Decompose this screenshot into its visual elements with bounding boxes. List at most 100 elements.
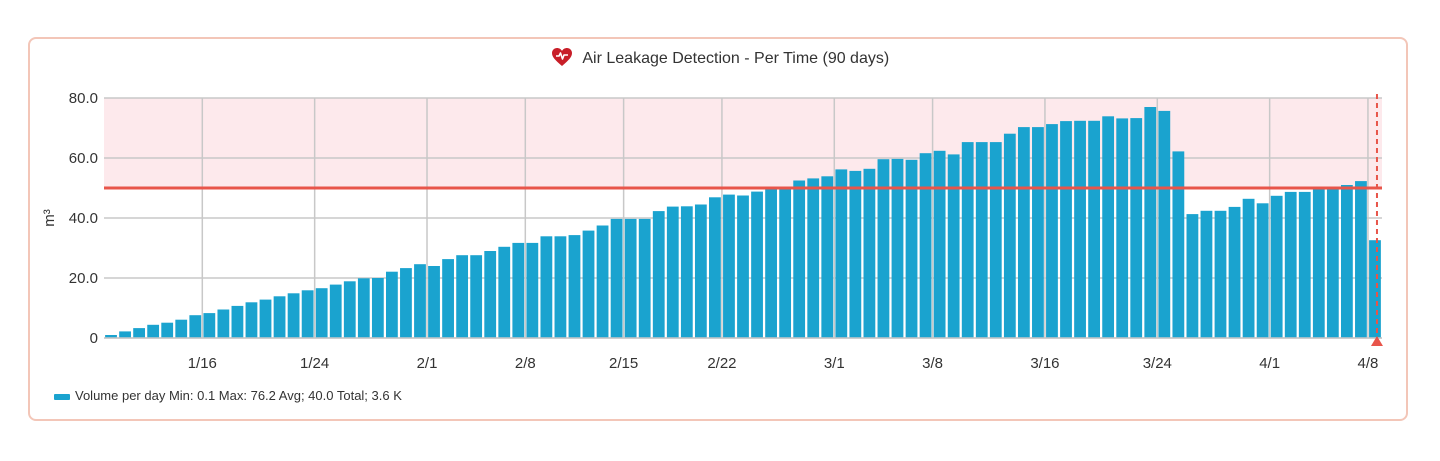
x-tick-label: 2/15	[609, 355, 638, 372]
y-tick-label: 60.0	[69, 150, 98, 167]
bar	[217, 309, 230, 338]
bar	[891, 158, 904, 338]
y-tick-label: 20.0	[69, 270, 98, 287]
bar	[470, 255, 483, 338]
x-tick-label: 3/24	[1143, 355, 1172, 372]
x-tick-label: 2/8	[515, 355, 536, 372]
bar	[1242, 198, 1255, 338]
bar	[919, 153, 932, 338]
bar	[1256, 203, 1269, 338]
bar	[694, 204, 707, 338]
y-tick-label: 80.0	[69, 90, 98, 107]
now-marker-triangle	[1370, 336, 1383, 346]
bar	[301, 290, 314, 338]
bar	[821, 176, 834, 338]
bar	[1355, 181, 1367, 338]
bar	[1116, 118, 1129, 339]
bar	[1102, 116, 1115, 338]
y-axis-label: m³	[41, 209, 58, 227]
bar	[1340, 185, 1353, 338]
bar	[737, 195, 749, 338]
x-tick-label: 1/16	[188, 355, 217, 372]
bar	[119, 331, 131, 338]
bar	[779, 186, 792, 338]
bar	[568, 235, 581, 338]
x-tick-label: 4/8	[1358, 355, 1379, 372]
legend-swatch	[54, 393, 70, 400]
x-tick-label: 3/8	[922, 355, 943, 372]
bar	[709, 197, 721, 338]
bar	[512, 242, 525, 338]
bar	[371, 278, 384, 338]
bar	[133, 328, 146, 338]
bar	[357, 278, 370, 338]
bar	[400, 268, 412, 338]
bar	[1284, 191, 1297, 338]
bar	[526, 242, 539, 338]
bar	[1312, 189, 1325, 338]
bar	[582, 230, 595, 338]
bar	[1032, 127, 1044, 338]
bar	[877, 159, 890, 338]
bar	[638, 218, 651, 338]
bar	[723, 194, 735, 338]
bar	[456, 255, 469, 338]
bar	[596, 225, 609, 338]
bar	[666, 206, 679, 338]
bar	[1003, 133, 1016, 338]
bar	[161, 322, 174, 338]
bar	[386, 271, 398, 338]
bar	[1017, 127, 1030, 338]
bar	[610, 218, 623, 338]
y-tick-label: 0	[90, 330, 98, 347]
bar	[245, 302, 258, 338]
bar	[554, 236, 567, 338]
bar	[1214, 210, 1227, 338]
bar	[807, 178, 820, 338]
bar	[343, 281, 356, 338]
bar	[652, 211, 665, 338]
y-tick-label: 40.0	[69, 210, 98, 227]
bar	[1088, 120, 1100, 338]
bar	[442, 259, 454, 338]
bar	[147, 324, 160, 338]
bar	[203, 313, 216, 338]
bar	[1130, 118, 1143, 338]
bar	[287, 293, 300, 338]
bar	[273, 296, 286, 338]
x-tick-label: 3/1	[824, 355, 845, 372]
bar	[793, 180, 806, 338]
x-tick-label: 2/22	[707, 355, 736, 372]
bar	[315, 288, 328, 338]
chart-title-row: Air Leakage Detection - Per Time (90 day…	[0, 47, 1440, 70]
bar	[933, 150, 946, 338]
bar	[1369, 240, 1381, 338]
bar	[751, 191, 763, 338]
bar	[428, 266, 440, 338]
x-tick-label: 3/16	[1030, 355, 1059, 372]
heart-alert-icon	[551, 48, 572, 66]
bar	[259, 299, 272, 338]
bar	[1326, 188, 1339, 338]
bar	[414, 264, 426, 338]
bar	[498, 246, 511, 338]
bar	[863, 168, 876, 338]
bar	[1074, 120, 1086, 338]
bar	[329, 284, 342, 338]
bar	[624, 218, 637, 338]
x-tick-label: 4/1	[1259, 355, 1280, 372]
bar	[989, 142, 1002, 338]
x-tick-label: 1/24	[300, 355, 329, 372]
bar	[1060, 121, 1072, 338]
alert-zone	[104, 98, 1382, 188]
bar	[1046, 124, 1058, 338]
bar	[849, 170, 862, 338]
bar	[1270, 195, 1283, 338]
chart-legend[interactable]: Volume per day Min: 0.1 Max: 76.2 Avg; 4…	[54, 387, 402, 405]
x-tick-label: 2/1	[417, 355, 438, 372]
bar	[961, 142, 974, 338]
bar	[835, 169, 848, 338]
bar	[947, 154, 960, 338]
bar	[765, 188, 777, 338]
